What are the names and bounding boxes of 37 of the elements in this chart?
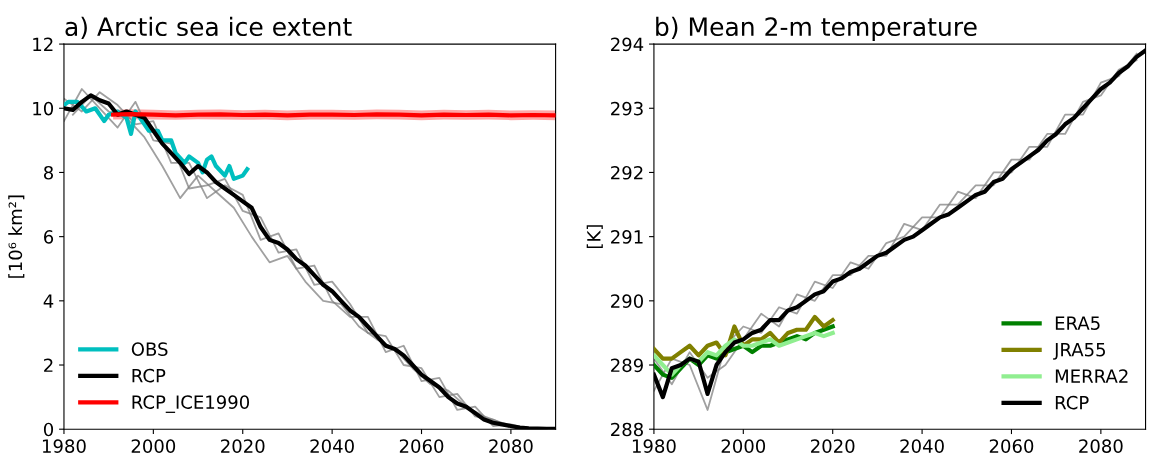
chart-title: a) Arctic sea ice extent xyxy=(65,16,352,40)
legend-label: RCP xyxy=(1055,395,1089,410)
y-tick-label: 10 xyxy=(33,101,54,116)
x-tick-label: 2060 xyxy=(989,439,1034,453)
legend-label: RCP_ICE1990 xyxy=(132,395,250,413)
y-tick-label: 290 xyxy=(611,294,643,308)
y-tick-label: 292 xyxy=(611,165,643,180)
chart-title: b) Mean 2-m temperature xyxy=(656,16,977,41)
x-tick-label: 2080 xyxy=(1079,439,1123,453)
y-tick-label: 293 xyxy=(611,101,643,116)
legend-label: RCP xyxy=(132,368,166,383)
y-axis-title: [K] xyxy=(586,225,603,249)
x-tick-label: 2020 xyxy=(811,439,855,453)
y-tick-label: 4 xyxy=(43,294,54,308)
y-tick-label: 6 xyxy=(44,230,54,244)
y-tick-label: 291 xyxy=(611,230,643,244)
y-tick-label: 8 xyxy=(43,165,54,180)
y-tick-label: 289 xyxy=(611,358,643,373)
x-tick-label: 2000 xyxy=(721,439,766,453)
x-tick-label: 2040 xyxy=(900,439,944,453)
y-tick-label: 12 xyxy=(33,37,53,51)
y-tick-label: 2 xyxy=(44,358,53,372)
x-tick-label: 2020 xyxy=(221,439,265,453)
legend-label: ERA5 xyxy=(1055,316,1100,330)
y-tick-label: 294 xyxy=(611,37,644,52)
legend-label: JRA55 xyxy=(1053,343,1106,360)
x-tick-label: 2040 xyxy=(310,439,354,453)
y-tick-label: 0 xyxy=(43,422,54,437)
x-tick-label: 2060 xyxy=(399,439,444,453)
x-tick-label: 1980 xyxy=(632,439,676,453)
x-tick-label: 2000 xyxy=(131,439,176,453)
x-tick-label: 2080 xyxy=(489,439,533,453)
legend-label: OBS xyxy=(131,342,168,356)
x-tick-label: 1980 xyxy=(42,439,86,453)
y-axis-title: [10⁶ km²] xyxy=(8,195,25,278)
legend-label: MERRA2 xyxy=(1055,369,1128,383)
y-tick-label: 288 xyxy=(611,422,643,437)
